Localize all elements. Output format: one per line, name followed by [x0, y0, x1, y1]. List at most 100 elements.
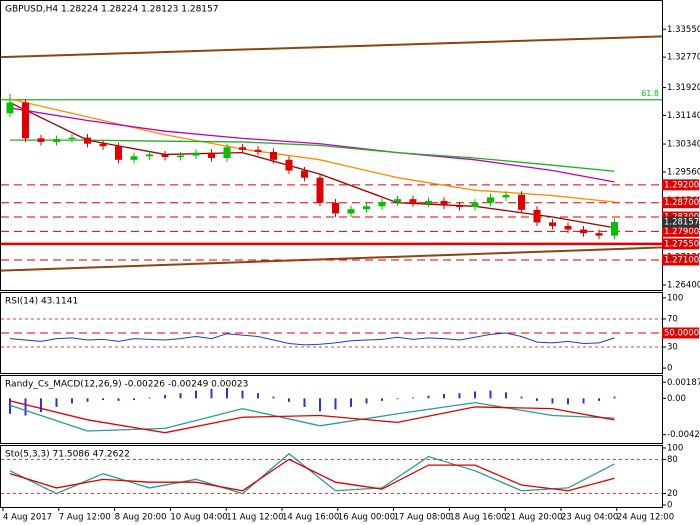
histogram-bar	[551, 398, 554, 404]
histogram-bar	[117, 398, 120, 401]
histogram-bar	[148, 397, 151, 399]
price-box	[662, 216, 699, 228]
candle-body	[161, 154, 169, 157]
candle-body	[378, 202, 386, 207]
level-box	[662, 238, 699, 250]
candle-body	[316, 177, 324, 203]
candle-body	[409, 199, 417, 204]
histogram-bar	[319, 398, 321, 412]
x-tick-label: 14 Aug 16:00	[282, 513, 339, 523]
candle-body	[130, 156, 138, 160]
histogram-bar	[396, 398, 399, 400]
x-tick-label: 4 Aug 2017	[3, 513, 52, 523]
indicator-line	[9, 107, 615, 183]
histogram-bar	[520, 396, 523, 399]
histogram-bar	[55, 398, 58, 407]
fib-label: 61.8	[641, 89, 659, 98]
histogram-bar	[412, 397, 414, 399]
candle-body	[68, 137, 76, 140]
y-tick-label: -0.00423	[667, 430, 700, 440]
histogram-bar	[443, 394, 445, 399]
candle-body	[270, 151, 277, 160]
y-tick-label: 70	[667, 314, 678, 324]
candle-body	[580, 229, 587, 234]
y-tick-label: 1.31920	[667, 83, 700, 93]
histogram-bar	[164, 394, 166, 399]
histogram-bar	[303, 398, 306, 407]
candle-body	[37, 138, 45, 142]
candle-body	[254, 149, 262, 152]
histogram-bar	[598, 398, 600, 401]
histogram-bar	[195, 390, 197, 399]
y-tick-label: 0	[667, 364, 672, 374]
level-box	[662, 197, 699, 209]
rsi-line	[9, 332, 615, 346]
histogram-bar	[334, 398, 337, 410]
level-label: 50.0000	[664, 329, 699, 339]
y-tick-label: 0.00	[667, 394, 686, 404]
candle-body	[177, 155, 184, 157]
histogram-bar	[458, 393, 461, 399]
panel-title: RSI(14) 43.1141	[5, 297, 78, 307]
x-tick-label: 8 Aug 20:00	[115, 513, 167, 523]
candle-body	[394, 199, 401, 203]
candle-body	[440, 200, 448, 206]
candle-body	[502, 194, 510, 198]
y-tick-label: 1.29560	[667, 167, 700, 177]
histogram-bar	[381, 398, 383, 401]
candle-body	[595, 233, 603, 236]
candle-body	[487, 197, 494, 203]
histogram-bar	[613, 396, 616, 399]
histogram-bar	[9, 398, 11, 414]
y-tick-label: 1.31140	[667, 111, 700, 121]
indicator-line	[9, 400, 615, 434]
histogram-bar	[226, 388, 228, 399]
indicator-line	[9, 458, 615, 492]
candle-body	[564, 225, 572, 230]
histogram-bar	[40, 398, 42, 413]
candle-body	[6, 102, 14, 114]
histogram-bar	[582, 398, 585, 404]
histogram-bar	[288, 398, 290, 402]
indicator-line	[9, 98, 615, 203]
candle-body	[347, 209, 355, 214]
x-tick-label: 23 Aug 04:00	[561, 513, 618, 523]
x-tick-label: 18 Aug 16:00	[449, 513, 506, 523]
candle-body	[549, 222, 556, 226]
histogram-bar	[24, 398, 27, 416]
histogram-bar	[102, 398, 104, 401]
channel-line	[0, 246, 663, 272]
y-tick-label: 0.00187	[667, 378, 700, 388]
candle-body	[301, 170, 308, 178]
candle-body	[84, 137, 91, 144]
histogram-bar	[210, 388, 213, 399]
x-tick-label: 21 Aug 20:00	[505, 513, 562, 523]
x-tick-label: 16 Aug 00:00	[338, 513, 395, 523]
candle-body	[115, 146, 122, 160]
candle-body	[239, 147, 246, 150]
candle-body	[53, 139, 60, 142]
histogram-bar	[350, 398, 352, 407]
x-tick-label: 24 Aug 12:00	[617, 513, 674, 523]
indicator-line	[10, 139, 615, 172]
candle-body	[471, 202, 479, 208]
candle-body	[533, 209, 541, 223]
histogram-bar	[505, 392, 507, 399]
y-tick-label: 30	[667, 343, 678, 353]
y-tick-label: 1.30340	[667, 140, 700, 150]
candle-body	[456, 205, 463, 208]
panel-title: Randy_Cs_MACD(12,26,9) -0.00226 -0.00249…	[5, 380, 248, 390]
y-tick-label: 1.26400	[667, 280, 700, 290]
histogram-bar	[489, 390, 492, 399]
candle-body	[192, 152, 200, 156]
histogram-bar	[365, 398, 368, 404]
indicator-line	[9, 452, 615, 495]
histogram-bar	[179, 393, 182, 399]
candle-body	[363, 206, 370, 210]
histogram-bar	[257, 393, 259, 399]
histogram-bar	[272, 396, 275, 399]
candle-body	[285, 159, 293, 171]
price-label: 1.28157	[664, 218, 699, 228]
